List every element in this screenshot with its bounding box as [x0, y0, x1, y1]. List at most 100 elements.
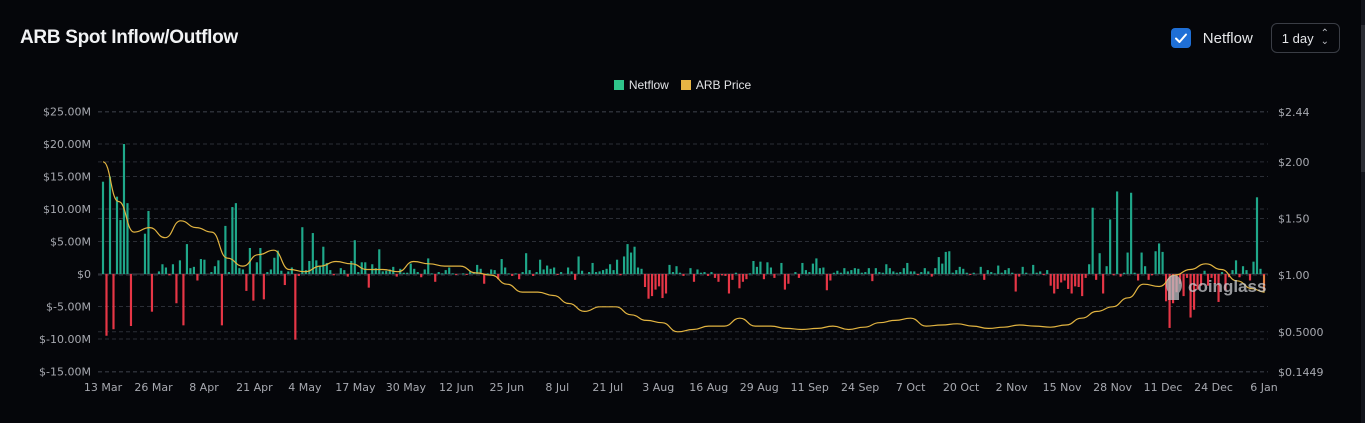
outflow-bar[interactable] — [1217, 274, 1220, 302]
inflow-bar[interactable] — [161, 264, 164, 274]
inflow-bar[interactable] — [490, 269, 493, 274]
inflow-bar[interactable] — [710, 272, 713, 274]
inflow-bar[interactable] — [546, 265, 549, 274]
inflow-bar[interactable] — [962, 268, 965, 274]
inflow-bar[interactable] — [899, 272, 902, 274]
outflow-bar[interactable] — [1185, 274, 1189, 278]
inflow-bar[interactable] — [640, 268, 643, 274]
inflow-bar[interactable] — [588, 272, 591, 274]
inflow-bar[interactable] — [990, 272, 993, 274]
inflow-bar[interactable] — [1203, 270, 1206, 274]
inflow-bar[interactable] — [955, 270, 958, 274]
outflow-bar[interactable] — [650, 274, 654, 297]
inflow-bar[interactable] — [1126, 252, 1129, 274]
inflow-bar[interactable] — [1091, 207, 1094, 274]
outflow-bar[interactable] — [1151, 274, 1154, 276]
inflow-bar[interactable] — [567, 267, 570, 275]
inflow-bar[interactable] — [329, 270, 332, 274]
inflow-bar[interactable] — [504, 267, 507, 275]
inflow-bar[interactable] — [1004, 270, 1007, 274]
inflow-bar[interactable] — [1088, 264, 1091, 274]
outflow-bar[interactable] — [150, 274, 154, 312]
outflow-bar[interactable] — [1112, 274, 1115, 276]
inflow-bar[interactable] — [1133, 272, 1136, 274]
inflow-bar[interactable] — [612, 270, 615, 274]
outflow-bar[interactable] — [647, 274, 650, 299]
outflow-bar[interactable] — [1189, 274, 1192, 318]
inflow-bar[interactable] — [696, 269, 699, 274]
inflow-bar[interactable] — [997, 265, 1000, 274]
inflow-bar[interactable] — [748, 273, 752, 275]
inflow-bar[interactable] — [539, 259, 542, 274]
outflow-bar[interactable] — [1074, 274, 1077, 287]
inflow-bar[interactable] — [437, 272, 440, 274]
inflow-bar[interactable] — [392, 266, 395, 274]
inflow-bar[interactable] — [1234, 260, 1238, 274]
inflow-bar[interactable] — [832, 272, 835, 274]
inflow-bar[interactable] — [598, 271, 601, 274]
inflow-bar[interactable] — [462, 273, 465, 275]
legend-item-netflow[interactable]: Netflow — [613, 78, 669, 92]
outflow-bar[interactable] — [717, 274, 720, 282]
outflow-bar[interactable] — [1018, 274, 1021, 277]
outflow-bar[interactable] — [556, 274, 559, 275]
outflow-bar[interactable] — [1102, 274, 1105, 294]
inflow-bar[interactable] — [944, 251, 947, 274]
outflow-bar[interactable] — [1168, 274, 1171, 328]
inflow-bar[interactable] — [689, 268, 692, 274]
inflow-bar[interactable] — [892, 271, 895, 274]
inflow-bar[interactable] — [500, 259, 503, 274]
inflow-bar[interactable] — [364, 262, 367, 274]
outflow-bar[interactable] — [574, 274, 577, 280]
outflow-bar[interactable] — [168, 274, 171, 276]
inflow-bar[interactable] — [514, 273, 517, 275]
outflow-bar[interactable] — [294, 274, 297, 340]
outflow-bar[interactable] — [661, 274, 664, 299]
inflow-bar[interactable] — [560, 272, 563, 274]
outflow-bar[interactable] — [692, 274, 696, 282]
inflow-bar[interactable] — [1140, 252, 1143, 274]
outflow-bar[interactable] — [182, 274, 185, 326]
inflow-bar[interactable] — [843, 268, 846, 274]
inflow-bar[interactable] — [143, 233, 147, 274]
inflow-bar[interactable] — [1109, 219, 1112, 274]
inflow-bar[interactable] — [675, 266, 678, 274]
inflow-bar[interactable] — [1025, 272, 1028, 274]
inflow-bar[interactable] — [308, 261, 311, 274]
inflow-bar[interactable] — [224, 225, 227, 274]
outflow-bar[interactable] — [983, 274, 986, 280]
inflow-bar[interactable] — [269, 269, 272, 274]
inflow-bar[interactable] — [636, 267, 640, 275]
inflow-bar[interactable] — [581, 270, 584, 274]
outflow-bar[interactable] — [871, 274, 874, 282]
outflow-bar[interactable] — [829, 274, 832, 281]
inflow-bar[interactable] — [601, 270, 605, 274]
inflow-bar[interactable] — [357, 272, 360, 274]
outflow-bar[interactable] — [1014, 274, 1017, 292]
inflow-bar[interactable] — [339, 268, 342, 274]
outflow-bar[interactable] — [643, 274, 647, 287]
inflow-bar[interactable] — [318, 266, 321, 274]
inflow-bar[interactable] — [860, 272, 863, 274]
inflow-bar[interactable] — [608, 264, 612, 274]
outflow-bar[interactable] — [654, 274, 657, 290]
inflow-bar[interactable] — [934, 268, 937, 274]
inflow-bar[interactable] — [881, 272, 884, 274]
outflow-bar[interactable] — [196, 274, 199, 281]
outflow-bar[interactable] — [969, 274, 972, 275]
outflow-bar[interactable] — [532, 274, 535, 276]
inflow-bar[interactable] — [874, 268, 877, 274]
outflow-bar[interactable] — [1238, 274, 1241, 278]
inflow-bar[interactable] — [164, 267, 168, 275]
inflow-bar[interactable] — [115, 196, 119, 274]
inflow-bar[interactable] — [752, 261, 755, 274]
inflow-bar[interactable] — [378, 249, 381, 274]
inflow-bar[interactable] — [374, 268, 377, 274]
outflow-bar[interactable] — [1084, 274, 1087, 278]
inflow-bar[interactable] — [1259, 268, 1262, 274]
outflow-bar[interactable] — [1053, 274, 1056, 294]
inflow-bar[interactable] — [189, 268, 192, 274]
outflow-bar[interactable] — [916, 274, 919, 275]
inflow-bar[interactable] — [325, 262, 328, 274]
outflow-bar[interactable] — [783, 274, 786, 290]
